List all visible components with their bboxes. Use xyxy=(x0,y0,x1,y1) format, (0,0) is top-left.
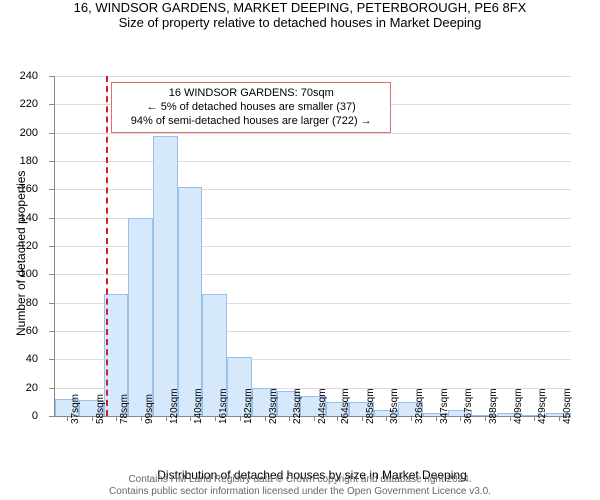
y-tick-mark xyxy=(49,189,54,190)
gridline xyxy=(55,76,571,77)
gridline xyxy=(55,161,571,162)
info-box: 16 WINDSOR GARDENS: 70sqm← 5% of detache… xyxy=(111,82,391,133)
x-tick-mark xyxy=(190,416,191,421)
x-tick-mark xyxy=(166,416,167,421)
histogram-bar xyxy=(178,187,202,417)
y-tick-label: 200 xyxy=(0,127,38,139)
info-box-line: 94% of semi-detached houses are larger (… xyxy=(118,115,384,129)
y-tick-mark xyxy=(49,161,54,162)
reference-line xyxy=(106,76,108,416)
y-tick-label: 180 xyxy=(0,155,38,167)
x-tick-mark xyxy=(240,416,241,421)
x-tick-mark xyxy=(362,416,363,421)
x-tick-mark xyxy=(436,416,437,421)
y-tick-label: 0 xyxy=(0,410,38,422)
x-tick-mark xyxy=(314,416,315,421)
y-tick-mark xyxy=(49,274,54,275)
y-tick-mark xyxy=(49,388,54,389)
x-tick-mark xyxy=(510,416,511,421)
x-tick-mark xyxy=(337,416,338,421)
gridline xyxy=(55,189,571,190)
y-tick-mark xyxy=(49,331,54,332)
info-box-line: 16 WINDSOR GARDENS: 70sqm xyxy=(118,87,384,101)
y-tick-mark xyxy=(49,218,54,219)
y-tick-mark xyxy=(49,76,54,77)
x-tick-mark xyxy=(559,416,560,421)
x-tick-mark xyxy=(289,416,290,421)
y-tick-label: 220 xyxy=(0,98,38,110)
x-tick-mark xyxy=(265,416,266,421)
histogram-bar xyxy=(128,218,153,416)
y-axis-label: Number of detached properties xyxy=(14,171,28,336)
footer-line-2: Contains public sector information licen… xyxy=(0,486,600,498)
y-tick-mark xyxy=(49,133,54,134)
x-tick-mark xyxy=(411,416,412,421)
histogram-bar xyxy=(153,136,178,417)
page-subtitle: Size of property relative to detached ho… xyxy=(0,15,600,30)
y-tick-mark xyxy=(49,303,54,304)
x-tick-mark xyxy=(485,416,486,421)
x-tick-mark xyxy=(386,416,387,421)
x-tick-mark xyxy=(92,416,93,421)
x-tick-mark xyxy=(215,416,216,421)
page-title: 16, WINDSOR GARDENS, MARKET DEEPING, PET… xyxy=(0,0,600,15)
x-tick-mark xyxy=(460,416,461,421)
info-box-line: ← 5% of detached houses are smaller (37) xyxy=(118,101,384,115)
y-tick-mark xyxy=(49,416,54,417)
x-tick-mark xyxy=(67,416,68,421)
y-tick-mark xyxy=(49,246,54,247)
y-tick-mark xyxy=(49,359,54,360)
y-tick-mark xyxy=(49,104,54,105)
y-tick-label: 240 xyxy=(0,70,38,82)
x-tick-mark xyxy=(534,416,535,421)
footer-line-1: Contains HM Land Registry data © Crown c… xyxy=(0,474,600,486)
footer: Contains HM Land Registry data © Crown c… xyxy=(0,474,600,498)
x-tick-mark xyxy=(116,416,117,421)
x-tick-mark xyxy=(141,416,142,421)
y-tick-label: 40 xyxy=(0,353,38,365)
y-tick-label: 20 xyxy=(0,382,38,394)
